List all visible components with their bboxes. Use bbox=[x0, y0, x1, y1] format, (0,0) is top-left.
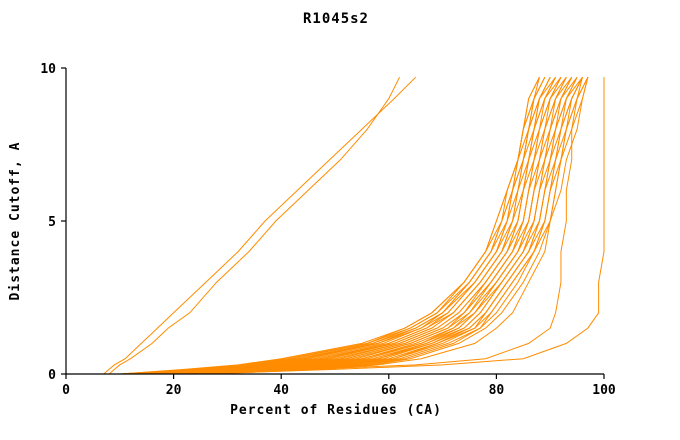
series-line bbox=[135, 76, 551, 375]
x-tick-label: 80 bbox=[489, 383, 505, 398]
series-line bbox=[195, 76, 589, 375]
series-line bbox=[189, 76, 583, 375]
series-line bbox=[141, 76, 551, 375]
series-line bbox=[184, 76, 583, 375]
y-tick-label: 10 bbox=[40, 62, 56, 77]
series-line bbox=[135, 76, 551, 375]
series-line bbox=[141, 76, 556, 375]
series-line bbox=[146, 76, 557, 375]
series-line bbox=[184, 76, 583, 375]
x-tick-label: 40 bbox=[273, 383, 289, 398]
series-line bbox=[178, 76, 578, 375]
x-axis-label: Percent of Residues (CA) bbox=[230, 403, 442, 418]
series-line bbox=[103, 76, 417, 375]
series-line bbox=[200, 77, 605, 375]
x-tick-label: 100 bbox=[592, 383, 616, 398]
plot-title: R1045s2 bbox=[302, 11, 369, 27]
y-tick-label: 0 bbox=[48, 368, 56, 383]
series-line bbox=[205, 77, 589, 375]
y-axis-label: Distance Cutoff, A bbox=[8, 141, 23, 301]
x-tick-label: 20 bbox=[166, 383, 182, 398]
y-tick-label: 5 bbox=[48, 215, 56, 230]
x-tick-label: 60 bbox=[381, 383, 397, 398]
series-line bbox=[178, 76, 578, 375]
series-line bbox=[200, 77, 589, 375]
series-line bbox=[108, 76, 401, 375]
series-line bbox=[173, 76, 573, 375]
series-line bbox=[162, 76, 567, 375]
series-line bbox=[173, 77, 583, 375]
series-line bbox=[189, 76, 583, 375]
series-line bbox=[125, 76, 546, 375]
series-line bbox=[195, 76, 589, 375]
x-tick-label: 0 bbox=[62, 383, 70, 398]
